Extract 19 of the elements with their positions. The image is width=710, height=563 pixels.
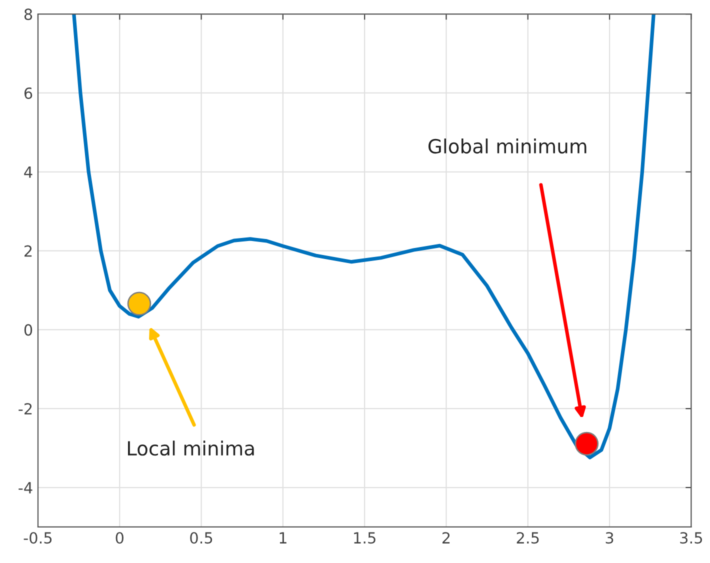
x-tick-label: 2 (442, 532, 450, 544)
x-tick-label: 0.5 (190, 532, 212, 544)
annotation: Local minima (128, 440, 254, 456)
y-tick-label: -2 (18, 403, 32, 414)
x-tick-label: -0.5 (24, 532, 52, 544)
y-tick-label: 2 (24, 245, 32, 257)
y-tick-label: 8 (24, 8, 32, 20)
annotation: Global minimum (428, 138, 586, 154)
x-tick-label: 1.5 (354, 532, 376, 544)
y-tick-label: -4 (18, 482, 32, 494)
x-tick-label: 3 (606, 532, 614, 544)
line-series (72, 14, 656, 460)
x-tick-label: 0 (116, 532, 124, 544)
y-tick-label: 6 (24, 87, 32, 100)
y-tick-label: 0 (24, 324, 32, 336)
y-tick-label: 4 (24, 166, 32, 178)
x-tick-label: 3.5 (680, 532, 702, 544)
x-tick-label: 1 (280, 532, 286, 544)
x-tick-label: 2.5 (516, 532, 539, 544)
